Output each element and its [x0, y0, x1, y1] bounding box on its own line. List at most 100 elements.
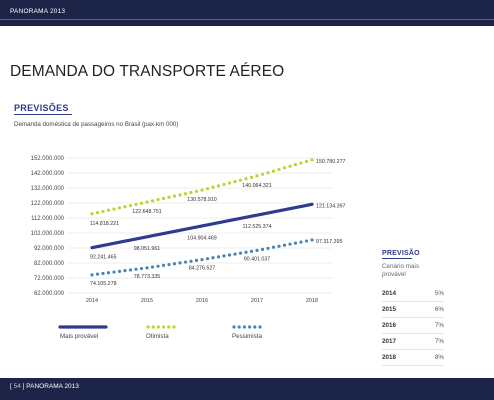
y-tick-label: 122.000.000	[31, 201, 65, 207]
series-dot	[227, 181, 232, 185]
chart-subtitle: Demanda doméstica de passageiros no Bras…	[14, 121, 179, 128]
y-tick-label: 92.000.000	[34, 246, 65, 252]
y-tick-label: 142.000.000	[31, 171, 65, 177]
data-label: 84.276.527	[189, 266, 216, 272]
series-dot	[200, 188, 204, 192]
series-dot	[227, 253, 232, 257]
y-tick-label: 72.000.000	[34, 276, 65, 282]
page-title: DEMANDA DO TRANSPORTE AÉREO	[10, 63, 285, 80]
series-dot	[117, 206, 122, 210]
data-label: 112.525.374	[242, 224, 271, 230]
series-dot	[277, 244, 281, 248]
series-dot	[304, 159, 309, 164]
series-dot	[233, 252, 237, 256]
legend-swatch-dot	[253, 325, 257, 329]
series-dot	[299, 161, 303, 165]
legend-swatch-dot	[156, 325, 160, 329]
series-dot	[178, 193, 182, 197]
forecast-title: PREVISÃO	[382, 250, 420, 259]
forecast-year: 2015	[382, 306, 397, 313]
legend-label: Mais provável	[60, 333, 98, 340]
series-dot	[216, 255, 221, 259]
y-tick-label: 62.000.000	[34, 291, 65, 297]
series-dot	[161, 196, 166, 201]
series-line	[90, 202, 314, 250]
y-tick-label: 112.000.000	[31, 216, 65, 222]
data-label: 98.051.961	[134, 246, 161, 252]
series-dot	[101, 271, 105, 276]
series-dot	[167, 262, 171, 267]
series-dot	[178, 261, 182, 265]
forecast-pct: 6%	[434, 306, 444, 313]
series-dot	[156, 198, 160, 202]
page-number: 54	[13, 383, 21, 390]
series-dot	[266, 246, 270, 250]
series-dot	[172, 194, 177, 198]
series-dot	[233, 179, 237, 184]
data-label: 140.064.321	[242, 183, 272, 189]
series-dot	[238, 178, 243, 182]
data-label: 104.904.469	[187, 236, 217, 242]
forecast-row: 2018 8%	[382, 350, 444, 366]
legend-swatch-dot	[258, 325, 262, 329]
series-dot	[90, 212, 94, 216]
series-dot	[156, 264, 160, 268]
series-dot	[205, 187, 210, 191]
header-label: PANORAMA 2013	[10, 8, 66, 15]
series-dot	[255, 248, 259, 252]
series-dot	[277, 167, 281, 172]
legend-swatch-dot	[232, 325, 236, 329]
series-dot	[123, 205, 127, 209]
series-dot	[134, 202, 138, 206]
series-dot	[106, 271, 111, 275]
series-dot	[271, 245, 276, 249]
legend-label: Otimista	[146, 333, 169, 340]
series-dot	[128, 268, 133, 272]
footer-text: PANORAMA 2013	[26, 383, 79, 390]
series-dot	[293, 163, 298, 167]
series-dot	[150, 265, 155, 269]
legend-swatch-dot	[167, 325, 171, 329]
series-dot	[282, 243, 287, 247]
series-dot	[260, 247, 265, 251]
data-label: 122.648.751	[132, 209, 162, 215]
series-dot	[150, 199, 155, 203]
series-dot	[310, 238, 314, 242]
y-tick-label: 82.000.000	[34, 261, 65, 267]
series-dot	[161, 263, 166, 267]
x-tick-label: 2018	[306, 298, 318, 304]
x-tick-label: 2016	[196, 298, 208, 304]
forecast-pct: 8%	[434, 354, 444, 361]
series-dot	[183, 260, 188, 264]
series-dot	[117, 269, 122, 273]
series-dot	[123, 269, 127, 273]
series-dot	[183, 192, 188, 196]
forecast-row: 2015 6%	[382, 302, 444, 318]
series-dot	[244, 250, 248, 254]
data-label: 74.105.278	[90, 281, 117, 287]
series-dot	[90, 273, 94, 277]
series-dot	[172, 262, 177, 266]
data-label: 114.818.221	[90, 221, 119, 227]
line-chart: 62.000.000 72.000.000 82.000.000 92.000.000…	[31, 156, 346, 340]
series-dot	[304, 239, 309, 243]
y-tick-label: 102.000.000	[31, 231, 65, 237]
forecast-pct: 5%	[434, 290, 444, 297]
legend-swatch-dot	[242, 325, 246, 329]
data-label: 150.780.277	[316, 159, 346, 165]
series-dot	[238, 251, 243, 255]
x-tick-label: 2015	[141, 298, 153, 304]
series-dot	[134, 267, 138, 271]
data-label: 90.401.037	[244, 256, 271, 262]
legend-swatch-dot	[172, 325, 176, 329]
x-tick-label: 2014	[86, 298, 98, 304]
legend-swatch-dot	[146, 325, 150, 329]
series-dot	[194, 189, 199, 193]
series-dot	[211, 185, 215, 189]
series-dot	[128, 203, 133, 208]
series-dot	[249, 175, 254, 179]
series-dot	[139, 201, 144, 205]
legend-swatch-dot	[162, 325, 166, 329]
series-dot	[189, 190, 193, 195]
series-dot	[255, 174, 259, 178]
